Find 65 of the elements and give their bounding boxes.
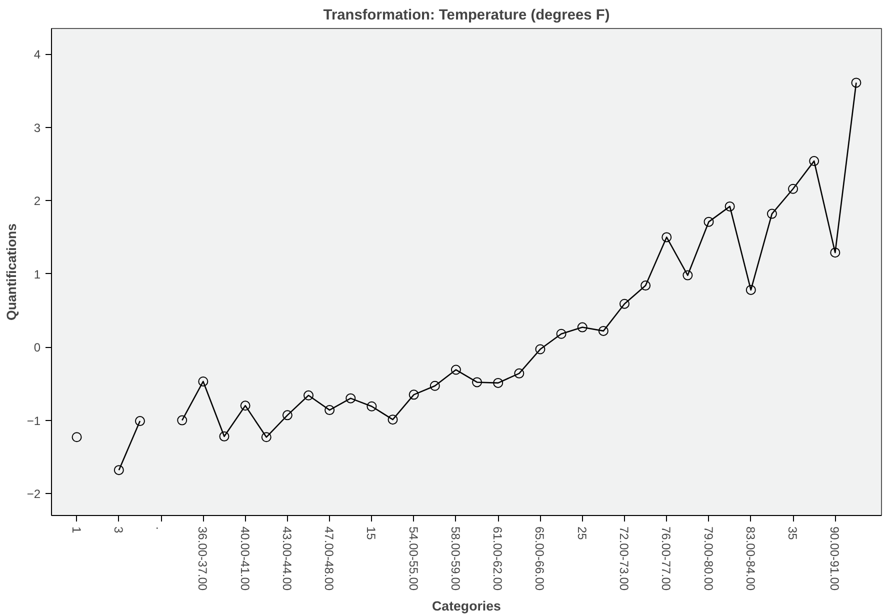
- x-tick-label: 83.00-84.00: [743, 526, 758, 591]
- point: [177, 415, 188, 426]
- x-tick-label: 72.00-73.00: [616, 526, 631, 591]
- point: [198, 376, 208, 386]
- point: [346, 393, 356, 404]
- point: [219, 431, 230, 442]
- point: [408, 390, 419, 400]
- y-tick-label: 4: [34, 48, 41, 62]
- x-tick-label: 61.00-62.00: [490, 526, 505, 591]
- x-tick-label: 40.00-41.00: [238, 526, 252, 591]
- x-tick-label: 3: [111, 526, 126, 534]
- point: [388, 414, 398, 425]
- point: [704, 216, 714, 227]
- x-tick-label: 76.00-77.00: [659, 526, 674, 591]
- point: [304, 390, 314, 400]
- point: [830, 248, 840, 258]
- point: [619, 298, 630, 309]
- x-tick-label: 65.00-66.00: [532, 526, 547, 591]
- y-tick-label: 1: [34, 267, 41, 282]
- x-tick-label: 43.00-44.00: [280, 526, 294, 591]
- point: [430, 380, 440, 391]
- x-tick-label: 58.00-59.00: [448, 526, 462, 591]
- x-tick-label: 54.00-55.00: [406, 526, 420, 591]
- x-tick-label: 36.00-37.00: [196, 526, 210, 591]
- point: [788, 184, 798, 194]
- point: [724, 201, 735, 212]
- point: [682, 270, 693, 280]
- x-tick-label: 15: [364, 526, 378, 540]
- x-tick-label: 90.00-91.00: [828, 526, 842, 591]
- point: [240, 400, 250, 411]
- x-axis-title: Categories: [432, 598, 501, 614]
- point: [535, 344, 546, 354]
- point: [662, 232, 672, 242]
- point: [450, 364, 461, 375]
- point: [72, 432, 82, 442]
- point: [282, 410, 292, 420]
- point: [472, 377, 482, 388]
- point: [556, 328, 566, 339]
- point: [324, 405, 335, 416]
- point: [809, 156, 820, 166]
- point: [366, 401, 377, 412]
- y-tick-label: −2: [26, 487, 41, 502]
- y-tick-label: 3: [34, 120, 41, 135]
- x-tick-label: 25: [574, 526, 589, 540]
- point: [851, 78, 862, 88]
- x-tick-label: .: [154, 526, 168, 530]
- x-tick-label: 47.00-48.00: [322, 526, 336, 591]
- point: [514, 368, 524, 378]
- y-tick-label: −1: [26, 414, 41, 428]
- y-axis-title: Quantifications: [4, 223, 19, 321]
- point: [766, 208, 777, 219]
- point: [746, 284, 756, 295]
- point: [114, 465, 124, 476]
- point: [261, 432, 272, 442]
- y-tick-label: 0: [34, 340, 41, 355]
- point: [134, 416, 145, 426]
- x-tick-label: 35: [786, 526, 800, 540]
- y-tick-label: 2: [34, 194, 41, 208]
- x-tick-label: 1: [69, 526, 84, 534]
- point: [493, 378, 504, 388]
- x-tick-label: 79.00-80.00: [701, 526, 716, 591]
- point: [598, 326, 608, 336]
- chart-title: Transformation: Temperature (degrees F): [323, 8, 610, 24]
- point: [577, 322, 588, 332]
- point: [640, 280, 651, 291]
